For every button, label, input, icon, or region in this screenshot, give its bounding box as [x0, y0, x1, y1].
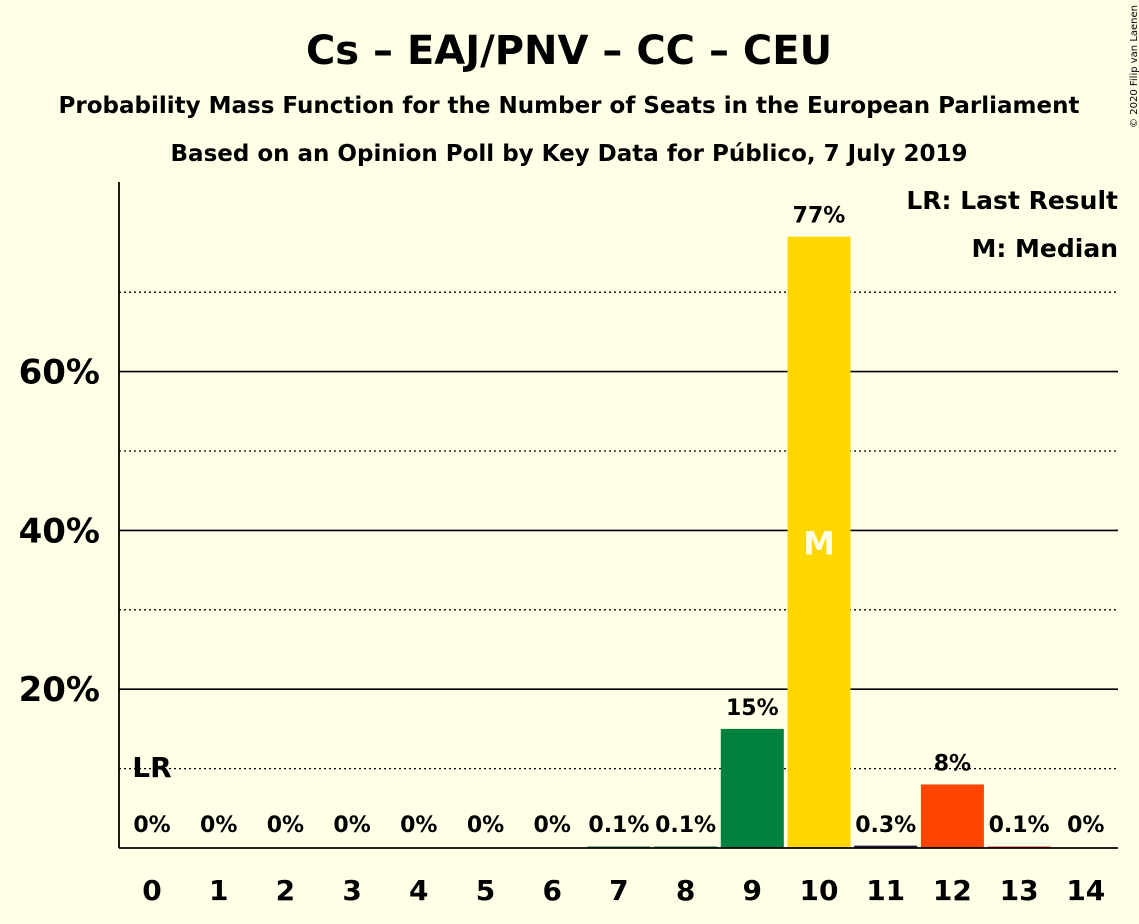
- value-label-seat-9: 15%: [726, 696, 779, 721]
- value-label-seat-10: 77%: [793, 204, 846, 229]
- value-label-seat-14: 0%: [1067, 813, 1104, 838]
- x-tick-label: 5: [476, 874, 495, 907]
- x-tick-label: 11: [866, 874, 905, 907]
- value-label-seat-4: 0%: [400, 813, 437, 838]
- x-tick-label: 10: [800, 874, 839, 907]
- x-tick-label: 7: [609, 874, 628, 907]
- value-label-seat-11: 0.3%: [855, 813, 916, 838]
- chart-subtitle-poll: Based on an Opinion Poll by Key Data for…: [171, 141, 968, 167]
- x-tick-label: 6: [542, 874, 561, 907]
- legend-median: M: Median: [971, 234, 1118, 263]
- value-label-seat-6: 0%: [534, 813, 571, 838]
- x-tick-label: 9: [743, 874, 762, 907]
- value-labels: 0% 0% 0% 0% 0% 0% 0% 0.1% 0.1%15%77%0.3%8%0.1% 0%: [133, 204, 1104, 838]
- chart-title: Cs – EAJ/PNV – CC – CEU: [306, 28, 832, 74]
- chart-subtitle: Probability Mass Function for the Number…: [59, 93, 1080, 119]
- value-label-seat-2: 0%: [267, 813, 304, 838]
- value-label-seat-8: 0.1%: [655, 813, 716, 838]
- x-tick-label: 0: [142, 874, 161, 907]
- value-label-seat-5: 0%: [467, 813, 504, 838]
- axes: [118, 182, 1118, 849]
- bar-seat-12: [920, 784, 984, 848]
- x-tick-label: 4: [409, 874, 428, 907]
- value-label-seat-12: 8%: [934, 751, 971, 776]
- bar-seat-11: [854, 845, 918, 848]
- y-tick-label: 40%: [19, 511, 100, 551]
- x-tick-label: 12: [933, 874, 972, 907]
- x-tick-label: 14: [1066, 874, 1105, 907]
- bars: [587, 236, 1051, 848]
- bar-seat-9: [720, 728, 784, 848]
- value-label-seat-13: 0.1%: [989, 813, 1050, 838]
- bar-seat-10: [787, 236, 851, 848]
- copyright-note: © 2020 Filip van Laenen: [1129, 5, 1139, 128]
- value-label-seat-1: 0%: [200, 813, 237, 838]
- x-tick-label: 3: [342, 874, 361, 907]
- gridlines: [119, 291, 1118, 770]
- x-tick-label: 8: [676, 874, 695, 907]
- x-tick-label: 1: [209, 874, 228, 907]
- median-marker: M: [803, 524, 835, 562]
- last-result-marker: LR: [132, 751, 171, 784]
- x-axis-ticks: 0 1 2 3 4 5 6 7 8 9 10 11 12 13 14: [142, 874, 1105, 907]
- x-tick-label: 2: [276, 874, 295, 907]
- x-tick-label: 13: [1000, 874, 1039, 907]
- y-tick-label: 60%: [19, 353, 100, 393]
- value-label-seat-0: 0%: [133, 813, 170, 838]
- y-axis-ticks: 20% 40% 60%: [19, 353, 100, 711]
- legend-last-result: LR: Last Result: [906, 186, 1118, 215]
- value-label-seat-3: 0%: [333, 813, 370, 838]
- markers: LR M: [132, 524, 835, 784]
- y-tick-label: 20%: [19, 670, 100, 710]
- value-label-seat-7: 0.1%: [588, 813, 649, 838]
